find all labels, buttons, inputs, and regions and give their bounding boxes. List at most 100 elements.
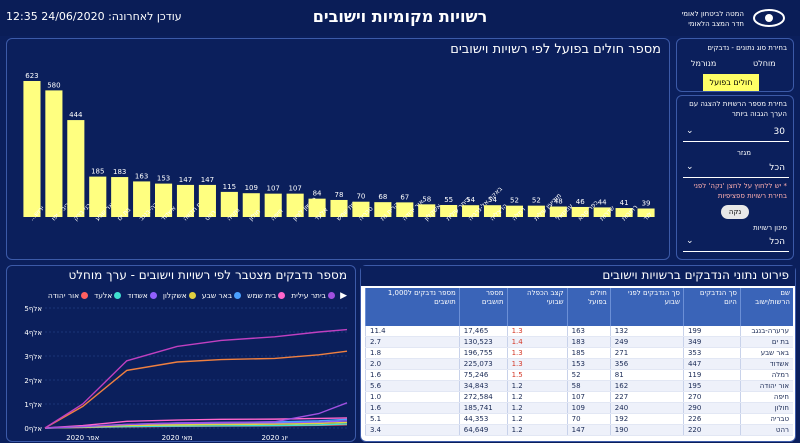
active-cases-button[interactable]: חולים בפועל: [703, 74, 759, 91]
bar-value-label: 68: [378, 193, 387, 201]
cases-table: שם הרשות/ישוב סך הנדבקים היום סך הנדבקים ל…: [365, 288, 793, 437]
table-cell: 11.4: [365, 326, 460, 338]
bar[interactable]: [67, 120, 85, 217]
legend-item[interactable]: באר שבע: [202, 291, 242, 300]
column-header[interactable]: שם הרשות/ישוב: [739, 288, 793, 326]
table-title-bar: [361, 266, 795, 286]
bar[interactable]: [198, 184, 216, 217]
bar[interactable]: [176, 184, 195, 217]
table-row[interactable]: אור יהודה 195 162 58 1.2 34,843 5.6: [365, 380, 793, 393]
bar[interactable]: [242, 193, 260, 217]
bar[interactable]: [45, 90, 63, 217]
bar[interactable]: [154, 183, 173, 217]
bar[interactable]: [462, 205, 480, 217]
table-cell: 1.3: [506, 347, 568, 360]
bar[interactable]: [23, 81, 41, 217]
line-chart-legend: ביתר עילית בית שמש באר שבע אשקלון אשדוד אלעד א…: [48, 291, 335, 300]
bar[interactable]: [111, 177, 129, 217]
bar-value-label: 54: [466, 196, 475, 204]
column-header[interactable]: חולים בפועל: [566, 288, 611, 326]
table-row[interactable]: רמלה 119 81 52 1.5 75,246 1.6: [365, 369, 793, 382]
table-cell: 17,465: [458, 326, 508, 338]
bar-value-label: 48: [554, 198, 563, 206]
eye-logo-icon: [753, 9, 785, 27]
column-header[interactable]: מספר נדבקים ל1,000 תושבים: [365, 288, 460, 326]
bar[interactable]: [308, 198, 326, 217]
table-cell: 162: [609, 380, 684, 393]
series-line[interactable]: [44, 328, 348, 429]
table-cell: אשדוד: [739, 358, 793, 371]
sector-dropdown[interactable]: ⌄ הכל: [683, 160, 789, 178]
bar-value-label: 46: [576, 198, 585, 206]
cases-table-panel: פירוט נתוני הנדבקים ברשויות וישובים שם ה…: [360, 265, 796, 442]
table-row[interactable]: אשדוד 447 356 153 1.3 225,073 2.0: [365, 358, 793, 371]
authority-dropdown[interactable]: ⌄ הכל: [683, 234, 789, 252]
legend-item[interactable]: אור יהודה: [48, 291, 89, 300]
bar[interactable]: [286, 193, 304, 217]
bar[interactable]: [505, 205, 524, 217]
bar[interactable]: [483, 205, 502, 217]
bar[interactable]: [89, 176, 107, 217]
play-icon[interactable]: ▶: [340, 291, 347, 301]
table-cell: 52: [566, 369, 611, 382]
bar[interactable]: [593, 207, 611, 217]
table-cell: חיפה: [739, 391, 793, 404]
normalized-button[interactable]: מנורמל: [691, 59, 717, 68]
table-cell: 195: [682, 380, 741, 393]
bar[interactable]: [220, 191, 238, 217]
table-cell: 1.2: [506, 402, 568, 415]
bar[interactable]: [330, 199, 348, 217]
series-line[interactable]: [44, 350, 348, 429]
bar[interactable]: [352, 201, 370, 217]
bar[interactable]: [440, 204, 458, 217]
bar[interactable]: [527, 205, 545, 217]
legend-item[interactable]: ביתר עילית: [291, 291, 335, 300]
table-row[interactable]: חולון 290 240 109 1.2 185,741 1.6: [365, 402, 793, 415]
table-cell: 81: [609, 369, 684, 382]
bar[interactable]: [615, 208, 633, 217]
bar[interactable]: [264, 193, 282, 217]
series-line[interactable]: [44, 402, 348, 429]
sector-label: מגזר: [736, 149, 751, 157]
header-bar: עודכן לאחרונה: 24/06/2020 12:35 רשויות מ…: [0, 0, 800, 36]
bar[interactable]: [549, 206, 567, 217]
bar[interactable]: [571, 206, 589, 217]
table-cell: 163: [566, 326, 611, 338]
legend-item[interactable]: בית שמש: [247, 291, 286, 300]
table-cell: 226: [682, 413, 741, 426]
bar[interactable]: [396, 202, 414, 217]
column-header[interactable]: מספר תושבים: [458, 288, 508, 326]
column-header[interactable]: סך הנדבקים לפני שבוע: [609, 288, 684, 326]
bar-value-label: 107: [267, 185, 280, 193]
table-row[interactable]: רהט 220 190 147 1.2 64,649 3.4: [365, 424, 793, 437]
y-tick-label: 0אלף: [24, 425, 42, 433]
count-value: 30: [773, 127, 785, 137]
data-type-label: בחירת סוג נתונים - נדבקים: [707, 44, 787, 52]
bar-value-label: 39: [642, 199, 651, 207]
table-row[interactable]: בת ים 349 249 183 1.4 130,523 2.7: [365, 336, 793, 349]
bar[interactable]: [133, 181, 151, 217]
legend-dot-icon: [234, 292, 242, 299]
table-row[interactable]: חיפה 270 227 107 1.2 272,584 1.0: [365, 391, 793, 404]
absolute-button[interactable]: מוחלט: [753, 59, 776, 68]
legend-item[interactable]: אשקלון: [163, 291, 196, 300]
table-row[interactable]: באר שבע 353 271 185 1.3 196,755 1.8: [365, 347, 793, 360]
series-line[interactable]: [44, 417, 348, 429]
legend-item[interactable]: אשדוד: [127, 291, 157, 300]
x-tick-label: יונ 2020: [261, 434, 288, 442]
x-tick-label: אפר 2020: [66, 434, 99, 442]
bar[interactable]: [374, 202, 392, 217]
bar-value-label: 147: [201, 176, 214, 184]
table-cell: 119: [682, 369, 741, 382]
bar[interactable]: [637, 208, 655, 217]
column-header[interactable]: סך הנדבקים היום: [682, 288, 741, 326]
bar[interactable]: [418, 204, 436, 217]
legend-item[interactable]: אלעד: [94, 291, 122, 300]
table-row[interactable]: טבריה 226 192 70 1.2 44,353 5.1: [365, 413, 793, 426]
legend-dot-icon: [114, 292, 122, 299]
table-row[interactable]: ערערה-בנגב 199 132 163 1.3 17,465 11.4: [365, 326, 793, 338]
org-line-1: המטה לביטחון לאומי: [681, 10, 744, 18]
count-dropdown[interactable]: ⌄ 30: [683, 124, 789, 142]
column-header[interactable]: קצב הכפלה שבועי: [506, 288, 568, 326]
reset-button[interactable]: נקה: [721, 205, 749, 219]
